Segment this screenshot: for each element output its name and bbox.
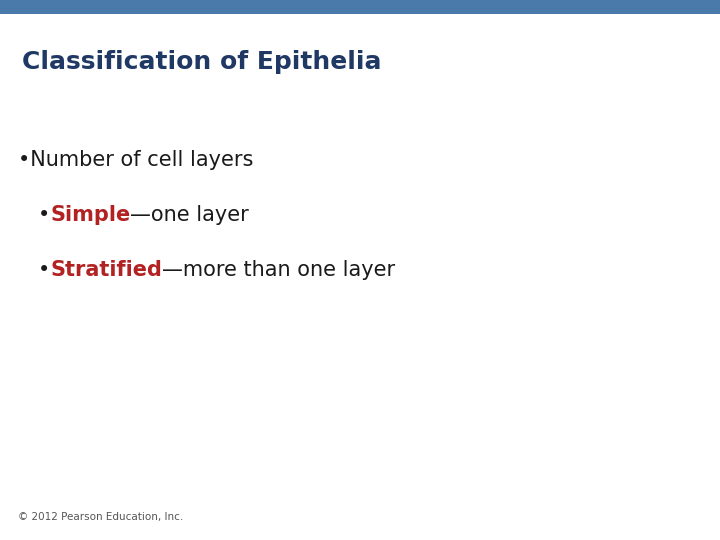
Text: —one layer: —one layer xyxy=(130,205,249,225)
Bar xyxy=(0,0,720,14)
Text: —more than one layer: —more than one layer xyxy=(162,260,395,280)
Text: Simple: Simple xyxy=(50,205,130,225)
Text: Classification of Epithelia: Classification of Epithelia xyxy=(22,50,382,74)
Text: © 2012 Pearson Education, Inc.: © 2012 Pearson Education, Inc. xyxy=(18,512,184,522)
Text: •: • xyxy=(38,205,50,225)
Text: •: • xyxy=(38,260,50,280)
Text: Stratified: Stratified xyxy=(50,260,162,280)
Text: •Number of cell layers: •Number of cell layers xyxy=(18,150,253,170)
